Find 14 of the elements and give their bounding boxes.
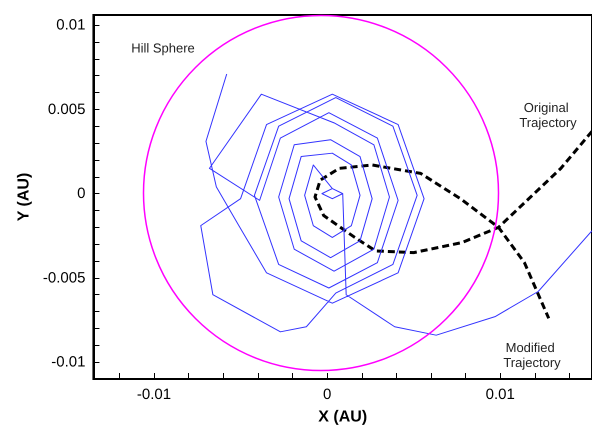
y-tick-label: 0 — [77, 185, 86, 202]
y-tick-label: -0.005 — [42, 269, 86, 286]
annotation: Hill Sphere — [131, 40, 195, 56]
annotation: Original Trajectory — [519, 100, 578, 130]
x-axis-title: X (AU) — [318, 408, 368, 426]
x-tick-label: 0 — [322, 386, 332, 403]
y-tick-label: -0.01 — [51, 354, 86, 371]
x-tick-label: -0.01 — [136, 386, 172, 403]
y-tick-label: 0.005 — [48, 100, 86, 118]
x-tick-label: 0.01 — [486, 386, 515, 403]
y-tick-label: 0.01 — [56, 16, 86, 34]
y-axis-title: Y (AU) — [16, 172, 32, 222]
annotation: Modified Trajectory — [503, 340, 562, 370]
line-series — [200, 73, 592, 336]
